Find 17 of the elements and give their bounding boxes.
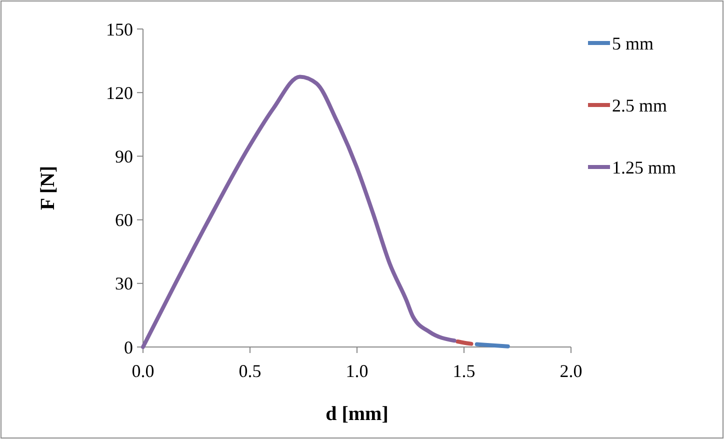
x-tick-label: 0.0 <box>132 361 154 381</box>
line-series <box>141 74 456 349</box>
y-tick-label: 150 <box>106 19 133 40</box>
legend-label: 2.5 mm <box>612 95 668 116</box>
x-tick-label: 1.0 <box>346 361 368 381</box>
y-tick-label: 60 <box>115 210 133 230</box>
y-axis-title: F [N] <box>37 166 59 210</box>
y-tick-label: 30 <box>115 274 133 294</box>
x-axis-title: d [mm] <box>326 403 388 425</box>
y-tick-label: 0 <box>124 337 133 358</box>
y-tick-label: 120 <box>106 82 133 103</box>
x-tick-label: 2.0 <box>560 361 582 381</box>
legend-label: 5 mm <box>612 33 654 54</box>
y-tick-label: 90 <box>115 146 133 166</box>
x-tick-label: 1.5 <box>452 361 476 381</box>
legend-label: 1.25 mm <box>612 157 676 178</box>
x-tick-label: 0.5 <box>238 361 262 381</box>
